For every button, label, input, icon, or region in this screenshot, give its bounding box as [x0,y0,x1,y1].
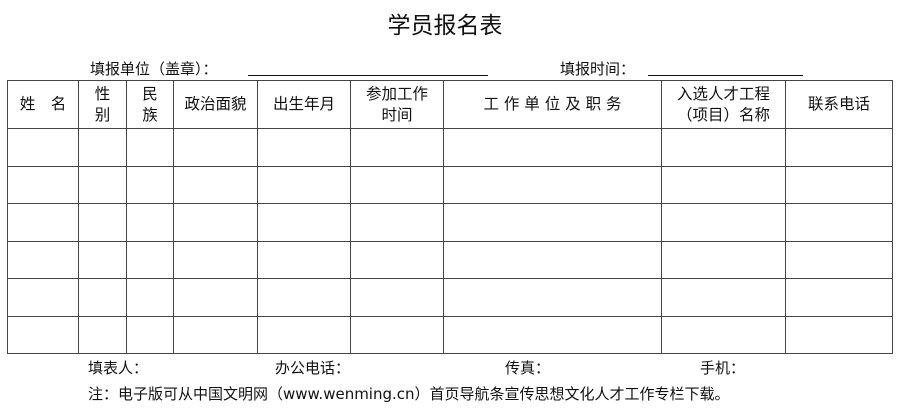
table-cell[interactable] [661,128,786,167]
column-header: 姓 名 [7,80,79,129]
table-cell[interactable] [173,278,258,317]
table-cell[interactable] [350,165,444,204]
table-cell[interactable] [443,240,662,279]
table-cell[interactable] [785,128,893,167]
table-cell[interactable] [126,203,174,242]
fill-time-field[interactable] [648,75,803,76]
table-cell[interactable] [661,203,786,242]
registration-table: 姓 名性 别民 族政治面貌 出生年月 参加工作 时间工 作 单 位 及 职 务入选人… [7,80,893,354]
table-row [7,203,893,242]
table-cell[interactable] [443,165,662,204]
column-header: 政治面貌 [173,80,258,129]
table-cell[interactable] [443,278,662,317]
table-cell[interactable] [126,240,174,279]
table-cell[interactable] [7,315,79,354]
table-cell[interactable] [7,128,79,167]
column-header: 性 别 [78,80,127,129]
table-cell[interactable] [350,203,444,242]
table-row [7,315,893,354]
table-cell[interactable] [257,165,351,204]
table-cell[interactable] [350,128,444,167]
table-cell[interactable] [661,240,786,279]
filler-label: 填表人： [88,359,149,377]
column-header: 联系电话 [785,80,893,129]
fax-label: 传真： [505,359,551,377]
table-cell[interactable] [78,240,127,279]
table-cell[interactable] [785,203,893,242]
fill-unit-field[interactable] [248,75,488,76]
table-cell[interactable] [257,278,351,317]
column-header: 工 作 单 位 及 职 务 [443,80,662,129]
table-cell[interactable] [78,165,127,204]
table-row [7,240,893,279]
table-cell[interactable] [443,315,662,354]
column-header: 出生年月 [257,80,351,129]
table-cell[interactable] [78,203,127,242]
table-cell[interactable] [785,278,893,317]
table-cell[interactable] [78,315,127,354]
table-cell[interactable] [7,278,79,317]
table-cell[interactable] [7,240,79,279]
table-cell[interactable] [350,315,444,354]
table-cell[interactable] [173,165,258,204]
column-header: 民 族 [126,80,174,129]
column-header: 参加工作 时间 [350,80,444,129]
table-cell[interactable] [350,278,444,317]
table-cell[interactable] [257,128,351,167]
table-cell[interactable] [785,240,893,279]
table-cell[interactable] [126,165,174,204]
table-cell[interactable] [173,128,258,167]
fill-time-label: 填报时间： [560,60,636,78]
table-cell[interactable] [126,128,174,167]
table-cell[interactable] [785,315,893,354]
table-cell[interactable] [7,203,79,242]
table-cell[interactable] [785,165,893,204]
table-cell[interactable] [173,315,258,354]
table-cell[interactable] [257,315,351,354]
table-cell[interactable] [173,240,258,279]
column-header: 入选人才工程 （项目）名称 [661,80,786,129]
download-note: 注：电子版可从中国文明网（www.wenming.cn）首页导航条宣传思想文化人… [88,385,730,403]
table-row [7,278,893,317]
table-cell[interactable] [443,203,662,242]
table-row [7,165,893,204]
table-cell[interactable] [78,278,127,317]
table-cell[interactable] [257,240,351,279]
table-cell[interactable] [7,165,79,204]
table-cell[interactable] [443,128,662,167]
mobile-label: 手机： [700,359,746,377]
table-cell[interactable] [661,165,786,204]
table-cell[interactable] [173,203,258,242]
table-cell[interactable] [257,203,351,242]
table-cell[interactable] [661,315,786,354]
table-cell[interactable] [661,278,786,317]
table-cell[interactable] [126,278,174,317]
office-phone-label: 办公电话： [275,359,351,377]
table-cell[interactable] [126,315,174,354]
fill-unit-label: 填报单位（盖章）： [90,60,218,78]
table-cell[interactable] [350,240,444,279]
page-title: 学员报名表 [387,13,503,39]
table-cell[interactable] [78,128,127,167]
table-row [7,128,893,167]
